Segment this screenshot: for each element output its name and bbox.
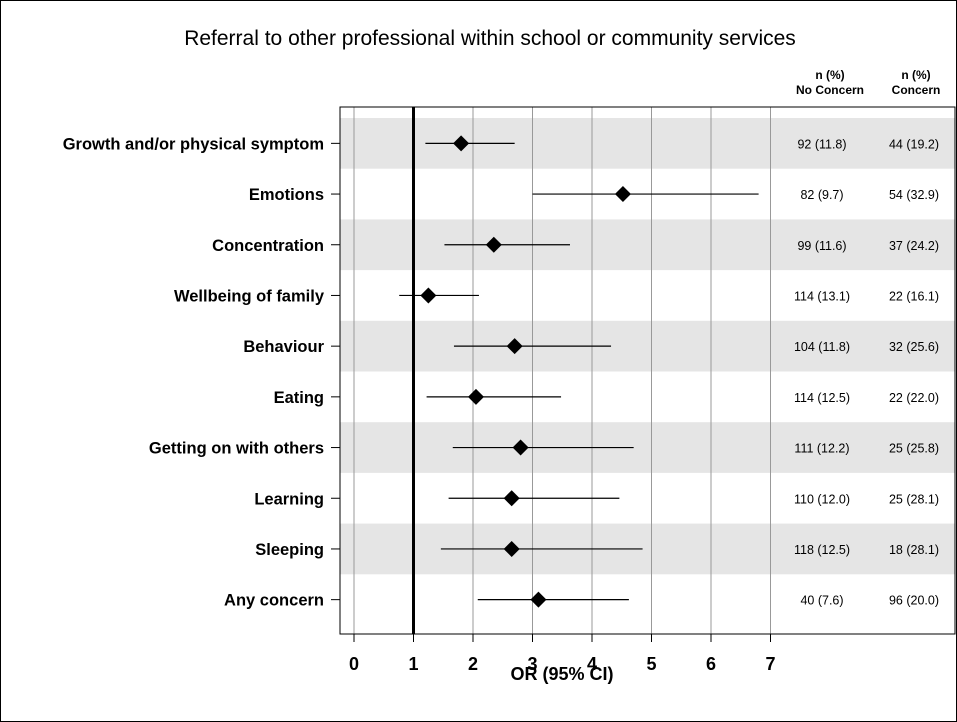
x-tick-label: 2 xyxy=(468,654,478,674)
row-band xyxy=(340,422,955,473)
row-label: Getting on with others xyxy=(149,440,324,458)
estimate-marks xyxy=(399,135,759,608)
row-label: Emotions xyxy=(249,186,324,204)
concern-value: 22 (22.0) xyxy=(889,391,939,405)
row-band xyxy=(340,320,955,372)
x-tick-label: 4 xyxy=(587,654,597,674)
concern-value: 18 (28.1) xyxy=(889,543,939,557)
row-label: Eating xyxy=(274,389,324,407)
no-concern-value: 118 (12.5) xyxy=(794,543,850,557)
row-labels: Growth and/or physical symptom Emotions Co… xyxy=(63,135,340,610)
concern-value: 54 (32.9) xyxy=(889,188,939,202)
concern-value: 44 (19.2) xyxy=(889,137,939,151)
no-concern-value: 114 (12.5) xyxy=(794,391,850,405)
x-tick-label: 3 xyxy=(527,654,537,674)
row-label: Wellbeing of family xyxy=(174,287,325,305)
estimate-diamond xyxy=(503,490,520,507)
no-concern-value: 114 (13.1) xyxy=(794,289,850,303)
estimate-diamond xyxy=(467,388,484,405)
column-header-concern-line2: Concern xyxy=(891,83,941,97)
concern-value: 25 (25.8) xyxy=(889,442,939,456)
column-header-no-concern: n (%) No Concern xyxy=(782,68,878,98)
estimate-diamond xyxy=(503,540,520,557)
estimate-diamond xyxy=(530,591,547,608)
row-band xyxy=(340,523,955,575)
concern-value: 32 (25.6) xyxy=(889,340,939,354)
x-tick-label: 0 xyxy=(349,654,359,674)
x-axis-label: OR (95% CI) xyxy=(510,664,613,684)
column-header-concern-line1: n (%) xyxy=(901,68,931,82)
no-concern-value: 92 (11.8) xyxy=(797,137,846,151)
x-tick-label: 6 xyxy=(706,654,716,674)
count-columns: 92 (11.8) 44 (19.2) 82 (9.7) 54 (32.9) 99 (1… xyxy=(794,137,939,607)
column-header-no-concern-line1: n (%) xyxy=(815,68,845,82)
estimate-diamond xyxy=(512,439,529,456)
x-tick-label: 1 xyxy=(408,654,418,674)
estimate-diamond xyxy=(614,186,631,203)
concern-value: 25 (28.1) xyxy=(889,492,939,506)
row-label: Sleeping xyxy=(255,541,324,559)
x-axis: 0 1 2 3 4 5 6 7 xyxy=(349,634,776,674)
no-concern-value: 111 (12.2) xyxy=(794,442,849,456)
row-label: Concentration xyxy=(212,237,324,255)
no-concern-value: 99 (11.6) xyxy=(797,239,846,253)
concern-value: 22 (16.1) xyxy=(889,289,939,303)
row-label: Behaviour xyxy=(243,338,324,356)
estimate-diamond xyxy=(453,135,470,152)
estimate-diamond xyxy=(420,287,437,304)
no-concern-value: 82 (9.7) xyxy=(800,188,843,202)
no-concern-value: 110 (12.0) xyxy=(794,492,850,506)
x-tick-label: 5 xyxy=(646,654,656,674)
row-label: Growth and/or physical symptom xyxy=(63,135,324,153)
estimate-diamond xyxy=(506,338,523,355)
concern-value: 96 (20.0) xyxy=(889,594,939,608)
row-bands xyxy=(340,118,955,575)
row-label: Any concern xyxy=(224,592,324,610)
no-concern-value: 40 (7.6) xyxy=(800,594,843,608)
row-band xyxy=(340,219,955,271)
concern-value: 37 (24.2) xyxy=(889,239,939,253)
no-concern-value: 104 (11.8) xyxy=(794,340,850,354)
estimate-diamond xyxy=(485,236,502,253)
row-label: Learning xyxy=(254,490,324,508)
column-header-concern: n (%) Concern xyxy=(878,68,954,98)
plot-area-border xyxy=(339,106,956,635)
column-header-no-concern-line2: No Concern xyxy=(795,83,864,97)
chart-title: Referral to other professional within sc… xyxy=(184,27,796,50)
x-tick-label: 7 xyxy=(765,654,775,674)
